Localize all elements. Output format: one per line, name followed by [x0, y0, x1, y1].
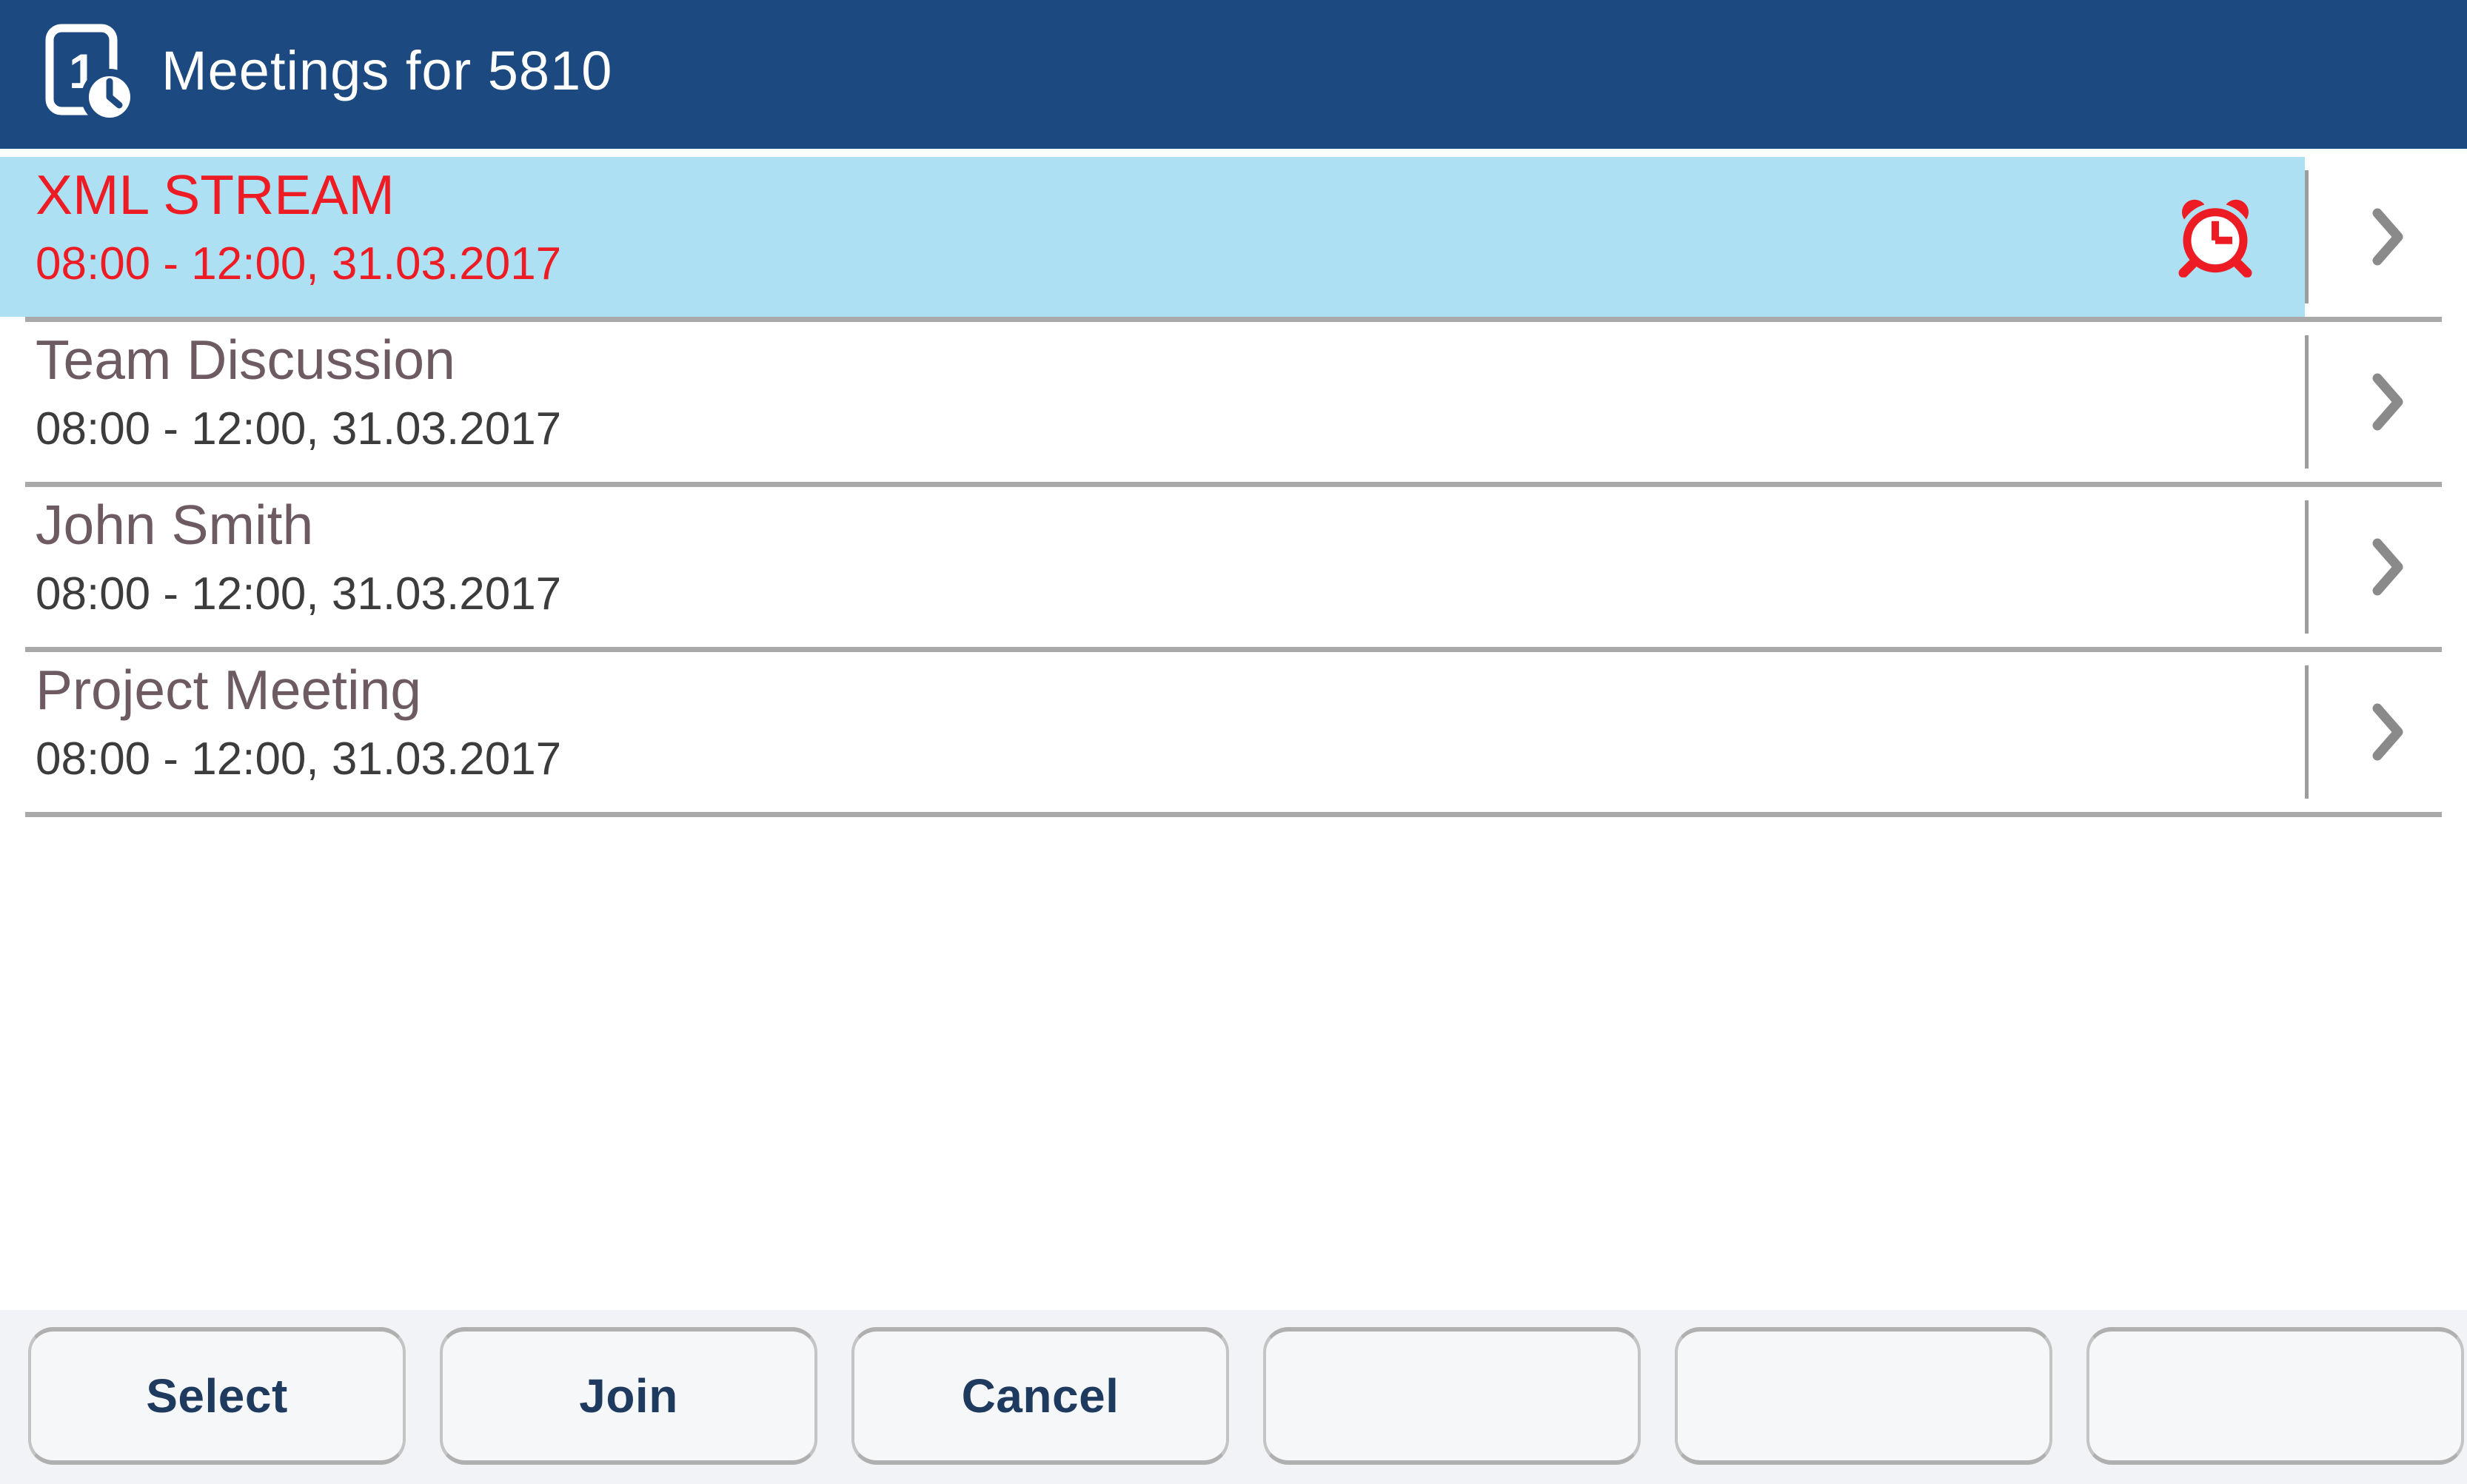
row-separator: [2305, 335, 2309, 469]
softkey-cancel-button[interactable]: Cancel: [851, 1327, 1229, 1465]
meeting-row-team-discussion[interactable]: Team Discussion 08:00 - 12:00, 31.03.201…: [0, 322, 2467, 482]
softkey-empty-button-2[interactable]: [1675, 1327, 2052, 1465]
meeting-title: Team Discussion: [36, 329, 455, 391]
chevron-right-icon: [2372, 538, 2403, 596]
alarm-reminder-icon: [2178, 199, 2253, 278]
row-detail-chevron[interactable]: [2309, 487, 2467, 647]
softkey-select-button[interactable]: Select: [28, 1327, 406, 1465]
row-separator: [2305, 665, 2309, 799]
row-detail-chevron[interactable]: [2309, 652, 2467, 812]
chevron-right-icon: [2372, 208, 2403, 266]
meeting-time: 08:00 - 12:00, 31.03.2017: [36, 733, 562, 785]
meeting-time: 08:00 - 12:00, 31.03.2017: [36, 403, 562, 454]
list-divider: [25, 812, 2442, 817]
meeting-row-content: XML STREAM 08:00 - 12:00, 31.03.2017: [0, 157, 2305, 317]
page-title: Meetings for 5810: [161, 40, 613, 101]
row-detail-chevron[interactable]: [2309, 322, 2467, 482]
meeting-row-john-smith[interactable]: John Smith 08:00 - 12:00, 31.03.2017: [0, 487, 2467, 647]
row-separator: [2305, 170, 2309, 303]
softkey-empty-button-3[interactable]: [2086, 1327, 2464, 1465]
chevron-right-icon: [2372, 703, 2403, 761]
list-divider: [25, 482, 2442, 487]
meeting-row-content: John Smith 08:00 - 12:00, 31.03.2017: [0, 487, 2305, 647]
meeting-time: 08:00 - 12:00, 31.03.2017: [36, 568, 562, 620]
meeting-time: 08:00 - 12:00, 31.03.2017: [36, 238, 562, 289]
softkey-bar: Select Join Cancel: [0, 1310, 2467, 1484]
meeting-row-project-meeting[interactable]: Project Meeting 08:00 - 12:00, 31.03.201…: [0, 652, 2467, 812]
meeting-title: Project Meeting: [36, 659, 422, 721]
row-detail-chevron[interactable]: [2309, 157, 2467, 317]
meeting-list: XML STREAM 08:00 - 12:00, 31.03.2017 Tea…: [0, 157, 2467, 817]
list-divider: [25, 647, 2442, 652]
softkey-join-button[interactable]: Join: [440, 1327, 817, 1465]
list-divider: [25, 317, 2442, 322]
meeting-row-xml-stream[interactable]: XML STREAM 08:00 - 12:00, 31.03.2017: [0, 157, 2467, 317]
meeting-row-content: Team Discussion 08:00 - 12:00, 31.03.201…: [0, 322, 2305, 482]
meeting-title: XML STREAM: [36, 164, 395, 226]
meetings-calendar-clock-icon: 1: [45, 24, 133, 125]
chevron-right-icon: [2372, 373, 2403, 431]
meeting-title: John Smith: [36, 494, 314, 556]
title-bar: 1 Meetings for 5810: [0, 0, 2467, 149]
softkey-empty-button-1[interactable]: [1263, 1327, 1641, 1465]
meeting-row-content: Project Meeting 08:00 - 12:00, 31.03.201…: [0, 652, 2305, 812]
row-separator: [2305, 500, 2309, 634]
